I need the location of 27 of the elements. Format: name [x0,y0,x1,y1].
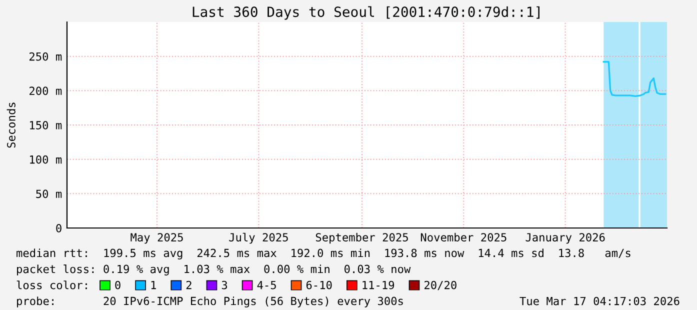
x-tick-label: January 2026 [526,233,605,244]
legend-label: 20/20 [424,280,456,290]
y-axis-title: Seconds [6,102,16,148]
legend-label: 0 [115,280,120,290]
legend-title: loss color: [16,280,87,290]
text: probe: 20 IPv6-ICMP Echo Pings (56 Bytes) every 300s [17,296,403,308]
y-tick-label: 50 m [36,190,62,198]
x-tick-label: September 2025 [316,232,408,244]
y-tick-label: 150 m [30,121,62,130]
text: packet loss: 0.19 % avg 1.03 % max 0.00 % min 0.03 % now [17,264,411,276]
legend-label: 1 [151,280,156,290]
x-tick-label: May 2025 [130,233,183,244]
y-tick-label: 200 m [30,86,62,96]
y-tick-label: 100 m [30,155,62,164]
x-tick-label: July 2025 [229,232,288,244]
chart-title: Last 360 Days to Seoul [2001:470:0:79d::1] [192,6,540,20]
line-series [602,60,666,97]
legend-label: 6-10 [306,280,332,290]
legend-label: 4-5 [257,280,276,290]
y-tick-label: 0 [56,224,62,232]
text: median rtt: 199.5 ms avg 242.5 ms max 192.0 ms min 193.8 ms now 14.4 ms sd 13.8 am/s [16,248,630,260]
legend-label: 11-19 [362,280,394,290]
legend-label: 2 [186,280,192,290]
legend-label: 3 [222,280,228,290]
text: Tue Mar 17 04:17:03 2026 [520,296,680,306]
y-tick-label: 250 m [30,52,62,61]
x-tick-label: November 2025 [420,232,506,242]
